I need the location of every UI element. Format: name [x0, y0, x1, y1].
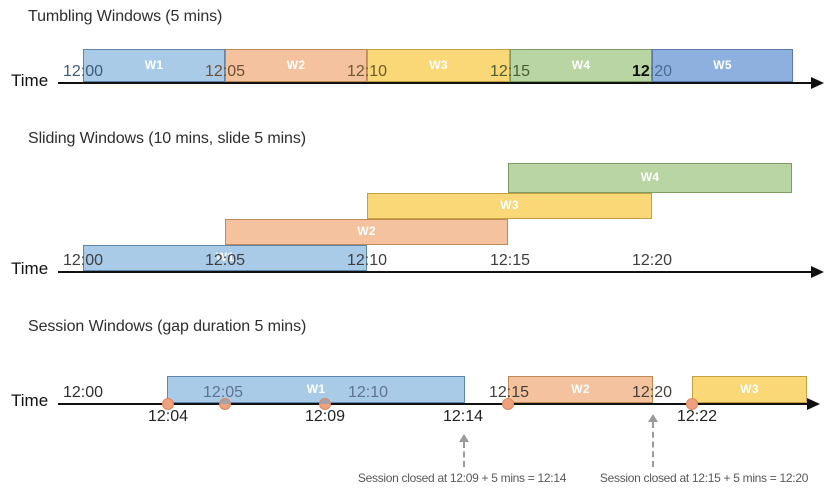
session-time-axis: [58, 403, 807, 405]
sliding-window-label-w2: W2: [357, 224, 376, 238]
tumbling-tick-12-10: 12:10: [346, 63, 388, 80]
session-window-w1: W1: [167, 376, 465, 403]
sliding-window-label-w1: W1: [215, 250, 235, 264]
tumbling-window-label-w1: W1: [144, 58, 164, 72]
sliding-window-label-w4: W4: [640, 170, 660, 184]
session-callout-dashed-line: [652, 422, 654, 467]
tumbling-time-axis-arrowhead: [811, 77, 824, 89]
tumbling-window-label-w4: W4: [571, 58, 591, 72]
sliding-tick-12-15: 12:15: [489, 252, 531, 269]
session-tick-12-05: 12:05: [202, 384, 244, 401]
session-event-time-label-12-14: 12:14: [442, 408, 484, 425]
sliding-windows-title: Sliding Windows (10 mins, slide 5 mins): [28, 130, 306, 147]
sliding-tick-12-00: 12:00: [62, 252, 104, 269]
session-callout-arrowhead-icon: [459, 434, 469, 442]
sliding-time-axis: [58, 271, 811, 273]
session-annotation-1: Session closed at 12:09 + 5 mins = 12:14: [357, 471, 567, 485]
tumbling-window-label-w3: W3: [429, 58, 448, 72]
sliding-window-w3: W3: [367, 193, 652, 219]
tumbling-window-w2: W2: [225, 49, 367, 82]
session-event-dot: [219, 398, 231, 410]
tumbling-tick-12-05: 12:05: [204, 63, 246, 80]
sliding-tick-12-20: 12:20: [631, 252, 673, 269]
tumbling-window-label-w2: W2: [286, 58, 306, 72]
sliding-window-w2: W2: [225, 219, 508, 245]
session-window-label-w3: W3: [740, 382, 759, 396]
tumbling-tick-12-00: 12:00: [62, 63, 104, 80]
session-time-axis-arrowhead: [807, 398, 820, 410]
session-event-dot: [319, 398, 331, 410]
session-event-dot: [162, 398, 174, 410]
sliding-window-w4: W4: [508, 163, 792, 193]
session-callout-dashed-line: [463, 442, 465, 467]
session-time-axis-label: Time: [11, 391, 49, 410]
sliding-window-w1: W1: [83, 245, 367, 271]
session-event-time-label-12-09: 12:09: [304, 408, 346, 425]
session-event-time-label-12-04: 12:04: [147, 408, 189, 425]
session-windows-title: Session Windows (gap duration 5 mins): [28, 318, 307, 335]
session-window-label-w1: W1: [306, 382, 326, 396]
sliding-tick-12-05: 12:05: [204, 252, 246, 269]
session-annotation-2: Session closed at 12:15 + 5 mins = 12:20: [599, 471, 809, 485]
tumbling-windows-title: Tumbling Windows (5 mins): [28, 8, 223, 25]
session-tick-12-00: 12:00: [62, 384, 104, 401]
tumbling-time-axis: [58, 82, 811, 84]
tumbling-tick-12-20: 12:20: [631, 63, 673, 80]
session-tick-12-10: 12:10: [347, 384, 389, 401]
tumbling-window-w5: W5: [652, 49, 793, 82]
sliding-time-axis-arrowhead: [811, 266, 824, 278]
session-window-label-w2: W2: [571, 382, 590, 396]
sliding-time-axis-label: Time: [11, 259, 49, 278]
session-event-dot: [502, 398, 514, 410]
tumbling-tick-12-15: 12:15: [489, 63, 531, 80]
session-callout-arrowhead-icon: [648, 414, 658, 422]
session-window-w3: W3: [692, 376, 807, 403]
session-tick-12-15: 12:15: [488, 384, 530, 401]
tumbling-window-w1: W1: [83, 49, 225, 82]
sliding-window-label-w3: W3: [500, 198, 519, 212]
tumbling-window-w4: W4: [510, 49, 652, 82]
session-event-dot: [686, 398, 698, 410]
tumbling-window-w3: W3: [367, 49, 510, 82]
session-event-time-label-12-22: 12:22: [676, 408, 718, 425]
sliding-tick-12-10: 12:10: [346, 252, 388, 269]
session-window-w2: W2: [508, 376, 653, 403]
session-tick-12-20: 12:20: [631, 384, 673, 401]
tumbling-time-axis-label: Time: [11, 71, 49, 90]
tumbling-window-label-w5: W5: [713, 58, 732, 72]
